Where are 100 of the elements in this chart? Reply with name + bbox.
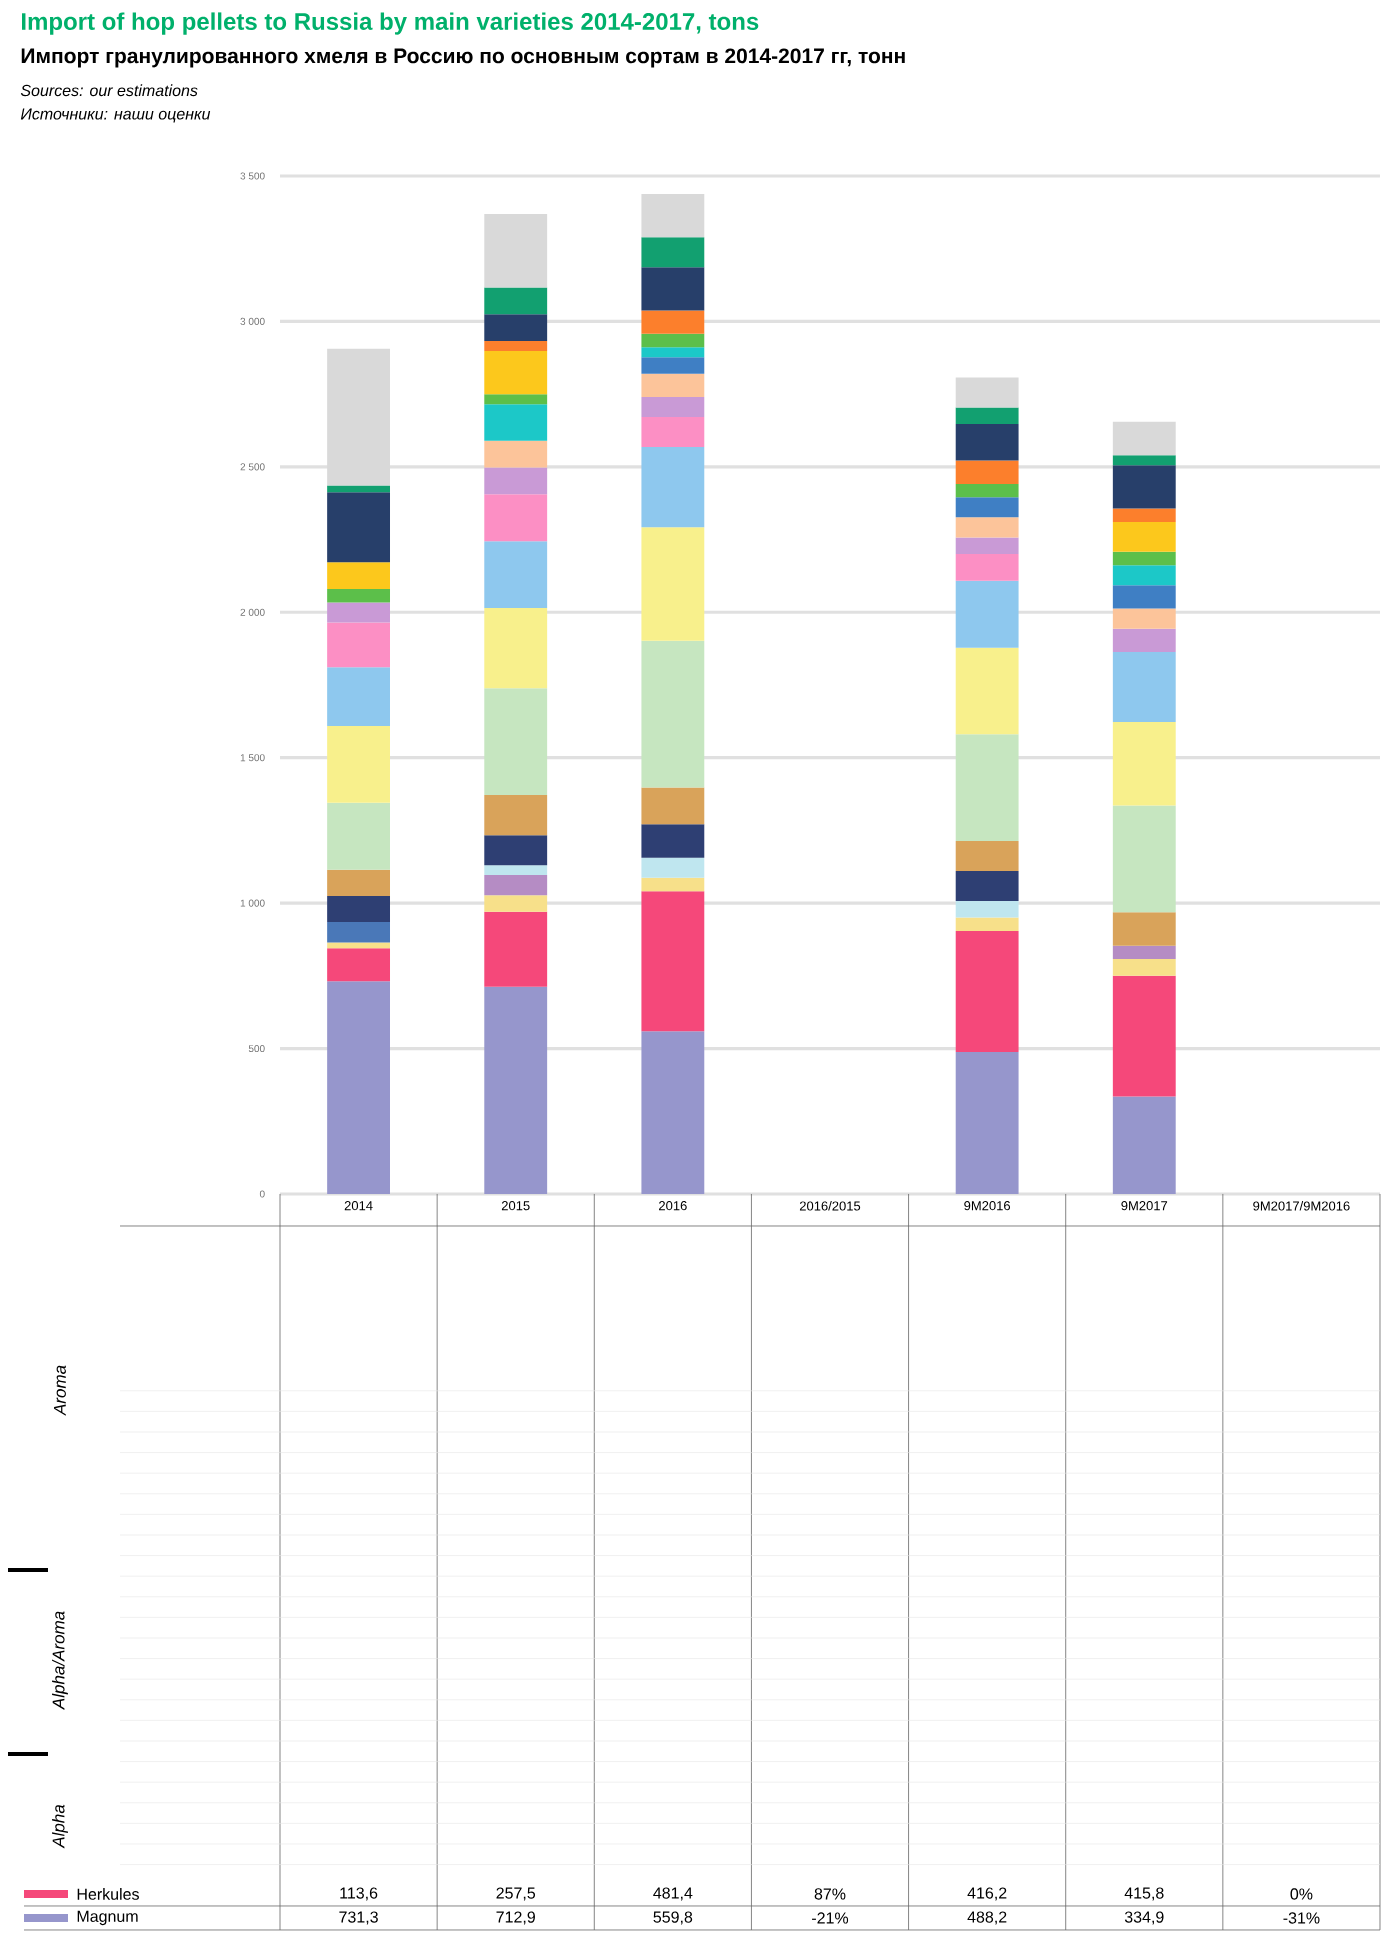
bar: [484, 341, 548, 351]
data-label: 113,6: [340, 1887, 378, 1901]
bar: [327, 922, 391, 943]
bar: [484, 350, 548, 395]
bar: [641, 193, 705, 238]
bar: [1112, 421, 1176, 456]
bar: [641, 347, 705, 358]
bar: [641, 237, 705, 268]
bar: [641, 787, 705, 825]
bar: [955, 537, 1019, 554]
bar: [641, 417, 705, 448]
bar: [1112, 551, 1176, 566]
bar: [1112, 628, 1176, 652]
bar: [955, 900, 1019, 918]
bar: [641, 824, 705, 858]
text: Aroma: [54, 1365, 66, 1416]
bar: [641, 373, 705, 397]
bar: [1112, 945, 1176, 960]
bar: [1112, 975, 1176, 1097]
text: -21%: [812, 1912, 849, 1924]
bar: [484, 895, 548, 912]
legend-label: Herkules: [77, 1888, 139, 1900]
bar: [327, 726, 391, 803]
bar: [484, 608, 548, 689]
bar: [484, 314, 548, 342]
chart-subtitle: Импорт гранулированного хмеля в Россию по основным сортам в 2014-2017 гг, тонн: [21, 48, 905, 68]
data-label: 712,9: [496, 1911, 535, 1925]
data-label: 416,2: [967, 1887, 1007, 1901]
bar: [327, 562, 391, 590]
bar: [327, 948, 391, 982]
bar: [1112, 521, 1176, 552]
bar: [955, 517, 1019, 538]
bar: [1112, 585, 1176, 609]
bar: [641, 447, 705, 528]
bar: [641, 877, 705, 892]
bar: [327, 602, 391, 623]
bar: [327, 895, 391, 923]
bar: [955, 460, 1019, 484]
data-label: 415,8: [1124, 1887, 1164, 1901]
bar: [484, 440, 548, 468]
bar: [641, 857, 705, 878]
bar: [484, 835, 548, 866]
text: 87%: [814, 1888, 846, 1900]
data-label: 481,4: [653, 1887, 693, 1901]
bar: [1112, 651, 1176, 723]
bar: [641, 1031, 705, 1194]
bar: [327, 589, 391, 603]
bar: [641, 357, 705, 374]
bar: [955, 734, 1019, 842]
bar: [1112, 455, 1176, 466]
bar: [955, 407, 1019, 424]
bar: [641, 640, 705, 788]
text: Alpha: [52, 1804, 68, 1849]
bar: [1112, 565, 1176, 586]
text: 0%: [1290, 1888, 1313, 1900]
bar: [484, 467, 548, 495]
bar: [955, 580, 1019, 648]
data-label: 257,5: [496, 1887, 536, 1901]
bar: [955, 483, 1019, 498]
bar: [1112, 722, 1176, 806]
bar: [1112, 465, 1176, 509]
bar: [641, 310, 705, 334]
chart-title: Import of hop pellets to Russia by main varieties 2014-2017, tons: [22, 12, 759, 35]
data-label: 559,8: [653, 1911, 693, 1925]
bar: [641, 891, 705, 1032]
bar: [1112, 1096, 1176, 1194]
bar: [955, 377, 1019, 408]
bar: [484, 795, 548, 836]
bar: [955, 497, 1019, 518]
bar: [641, 333, 705, 348]
data-label: 731,3: [339, 1911, 378, 1925]
bar: [1112, 608, 1176, 629]
bar: [484, 494, 548, 542]
bar: [1112, 508, 1176, 522]
bar: [1112, 805, 1176, 913]
bar: [484, 865, 548, 876]
bar: [327, 492, 391, 563]
bar: [484, 875, 548, 896]
source-note: Sources: our estimations: [20, 84, 198, 97]
bar: [641, 527, 705, 641]
bar: [484, 404, 548, 441]
bar: [955, 1051, 1019, 1194]
legend-label: Magnum: [77, 1910, 138, 1926]
bar: [955, 917, 1019, 931]
bar: [327, 802, 391, 870]
bar: [641, 396, 705, 418]
bar: [484, 986, 548, 1194]
bar: [641, 267, 705, 311]
bar: [1112, 959, 1176, 976]
bar: [484, 213, 548, 288]
text: -31%: [1283, 1912, 1320, 1924]
bar: [955, 930, 1019, 1052]
bar: [955, 841, 1019, 872]
bar: [327, 869, 391, 896]
bar: [327, 942, 391, 949]
text: Источники: наши оценки: [20, 108, 211, 123]
text: Alpha/Aroma: [52, 1611, 68, 1710]
bar: [1112, 912, 1176, 946]
data-label: 488,2: [967, 1911, 1007, 1925]
bar: [955, 647, 1019, 735]
